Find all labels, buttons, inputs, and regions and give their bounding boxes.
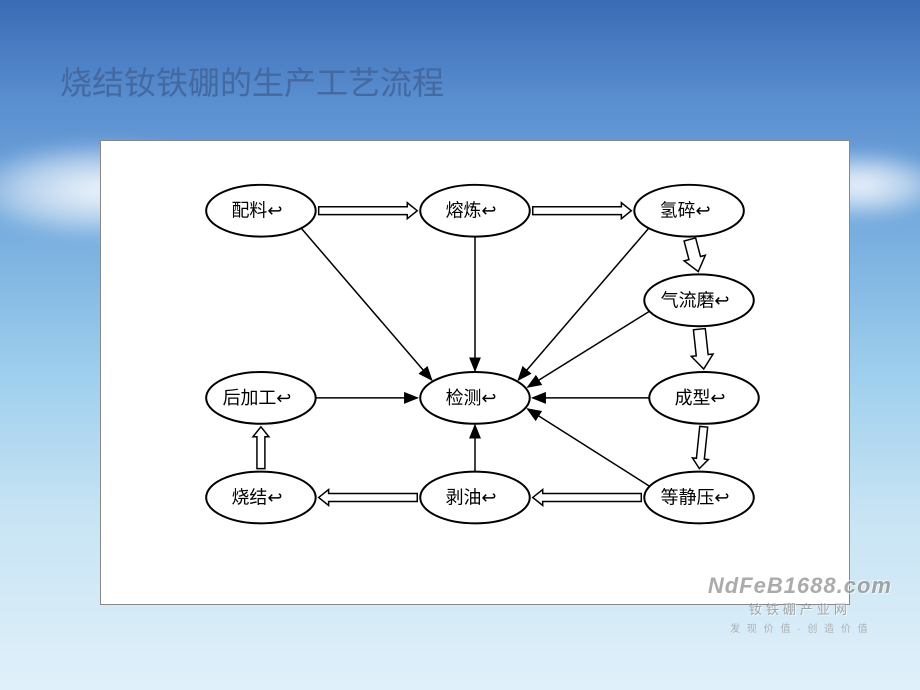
process-arrow xyxy=(319,489,418,505)
inspect-arrow xyxy=(518,227,650,380)
process-arrow xyxy=(253,427,269,469)
node-label-chengxing: 成型↩ xyxy=(675,388,726,408)
node-label-jiance: 检测↩ xyxy=(446,388,497,408)
inspect-arrow xyxy=(528,409,652,488)
process-arrow xyxy=(691,329,713,370)
inspect-arrow xyxy=(300,227,432,380)
node-label-ronglian: 熔炼↩ xyxy=(446,201,497,221)
watermark-tag: 发 现 价 值 · 创 造 价 值 xyxy=(708,620,892,635)
process-arrow xyxy=(533,203,632,219)
node-label-boyou: 剥油↩ xyxy=(446,487,497,507)
process-arrow xyxy=(684,238,705,272)
node-label-peiliao: 配料↩ xyxy=(232,201,283,221)
node-label-dengjingya: 等静压↩ xyxy=(661,487,730,507)
flowchart-container: 配料↩ 熔炼↩ 氢碎↩ 气流磨↩ 成型↩ 等静压↩ 剥油↩ 烧结↩ 后加工↩ 检测↩ xyxy=(100,140,850,605)
process-arrow xyxy=(692,426,708,468)
node-label-houjiagong: 后加工↩ xyxy=(223,388,292,408)
flowchart-svg: 配料↩ 熔炼↩ 氢碎↩ 气流磨↩ 成型↩ 等静压↩ 剥油↩ 烧结↩ 后加工↩ 检测↩ xyxy=(101,141,849,604)
page-title: 烧结钕铁硼的生产工艺流程 xyxy=(60,58,444,104)
process-arrow xyxy=(319,203,418,219)
node-label-qiliumo: 气流磨↩ xyxy=(661,290,730,310)
process-arrow xyxy=(533,489,642,505)
node-label-shaojie: 烧结↩ xyxy=(232,487,283,507)
node-label-qingsui: 氢碎↩ xyxy=(660,201,711,221)
